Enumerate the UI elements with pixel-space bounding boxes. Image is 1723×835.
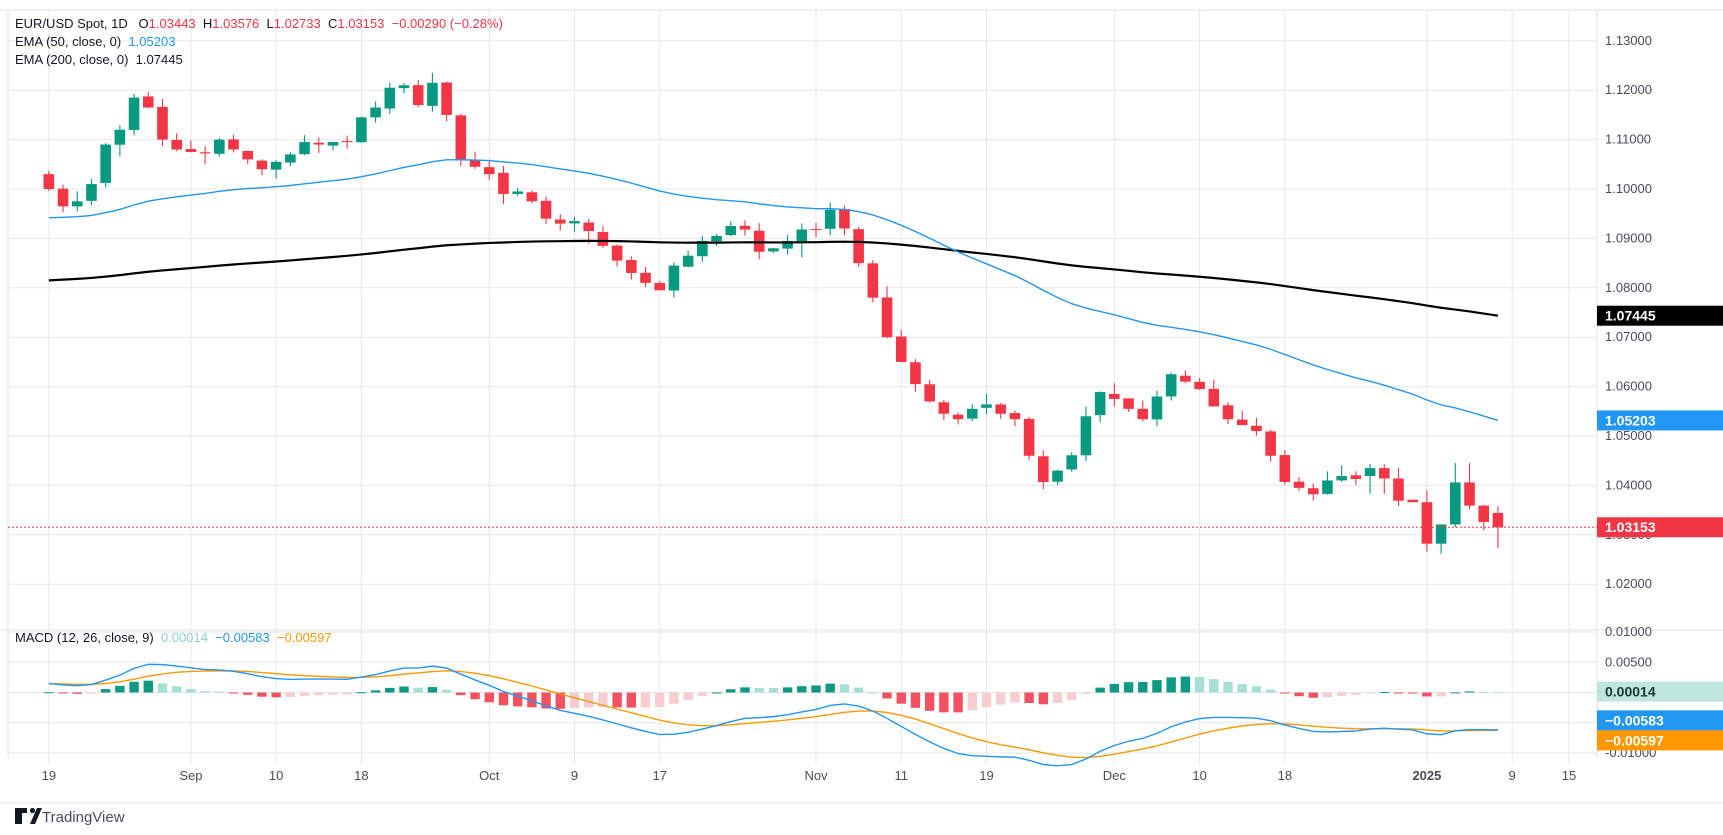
- svg-text:1.09000: 1.09000: [1605, 230, 1652, 245]
- svg-text:−0.00597: −0.00597: [1605, 732, 1664, 748]
- svg-text:15: 15: [1562, 768, 1576, 783]
- svg-text:0.00500: 0.00500: [1605, 654, 1652, 669]
- svg-text:Nov: Nov: [804, 768, 828, 783]
- svg-text:9: 9: [571, 768, 578, 783]
- svg-text:10: 10: [269, 768, 283, 783]
- svg-text:1.12000: 1.12000: [1605, 82, 1652, 97]
- svg-text:10: 10: [1192, 768, 1206, 783]
- svg-text:Sep: Sep: [179, 768, 202, 783]
- svg-text:Oct: Oct: [479, 768, 500, 783]
- svg-text:1.05203: 1.05203: [1605, 412, 1656, 428]
- svg-text:11: 11: [895, 768, 909, 783]
- svg-text:19: 19: [42, 768, 56, 783]
- svg-text:1.06000: 1.06000: [1605, 379, 1652, 394]
- svg-text:1.10000: 1.10000: [1605, 181, 1652, 196]
- svg-text:1.07000: 1.07000: [1605, 329, 1652, 344]
- svg-text:17: 17: [652, 768, 666, 783]
- svg-text:EUR/USD Spot, 1D O1.03443 H: EUR/USD Spot, 1D O1.03443 H1.03576 L1.02…: [15, 16, 503, 31]
- svg-text:9: 9: [1509, 768, 1516, 783]
- svg-text:18: 18: [354, 768, 368, 783]
- svg-text:1.07445: 1.07445: [1605, 308, 1656, 324]
- svg-text:19: 19: [979, 768, 993, 783]
- svg-text:1.04000: 1.04000: [1605, 477, 1652, 492]
- svg-text:0.01000: 0.01000: [1605, 624, 1652, 639]
- svg-text:0.00014: 0.00014: [1605, 684, 1656, 700]
- svg-text:MACD (12, 26, close, 9) 0.000: MACD (12, 26, close, 9) 0.00014 −0.00583…: [15, 630, 332, 645]
- svg-text:−0.00583: −0.00583: [1605, 712, 1664, 728]
- svg-text:TradingView: TradingView: [42, 809, 125, 826]
- svg-text:18: 18: [1278, 768, 1292, 783]
- svg-text:EMA (50, close, 0) 1.05203: EMA (50, close, 0) 1.05203: [15, 34, 175, 49]
- svg-text:1.03153: 1.03153: [1605, 519, 1656, 535]
- svg-text:1.11000: 1.11000: [1605, 132, 1651, 147]
- svg-text:EMA (200, close, 0) 1.07445: EMA (200, close, 0) 1.07445: [15, 52, 183, 67]
- svg-text:2025: 2025: [1412, 768, 1441, 783]
- svg-text:Dec: Dec: [1103, 768, 1127, 783]
- svg-text:1.02000: 1.02000: [1605, 576, 1652, 591]
- svg-text:1.08000: 1.08000: [1605, 280, 1652, 295]
- svg-text:1.13000: 1.13000: [1605, 33, 1652, 48]
